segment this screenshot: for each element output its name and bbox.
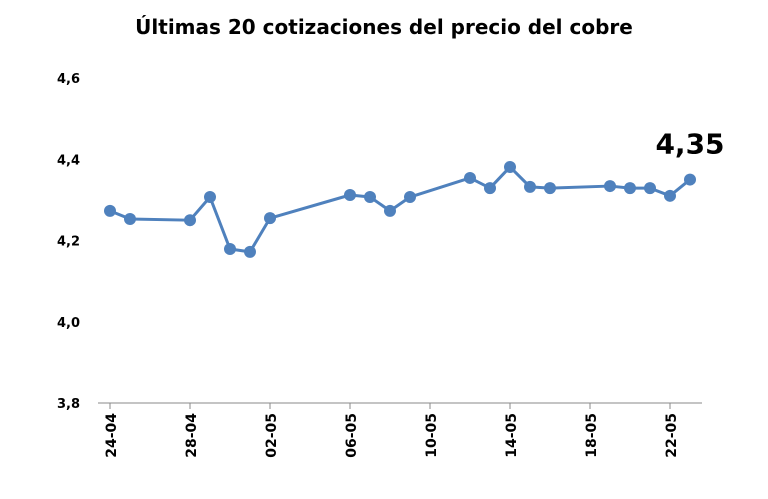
y-tick-label: 4,4 xyxy=(57,153,80,168)
x-tick-label: 02-05 xyxy=(264,413,280,458)
annotation: 4,35 xyxy=(655,128,724,161)
point xyxy=(404,191,416,204)
y-tick-label: 4,2 xyxy=(57,235,80,250)
point xyxy=(664,189,676,202)
line xyxy=(109,165,691,254)
point xyxy=(364,191,376,204)
point xyxy=(264,212,276,225)
point xyxy=(524,180,536,193)
x-tick-label: 18-05 xyxy=(584,413,600,458)
point xyxy=(604,180,616,193)
point xyxy=(504,160,516,173)
chart-title: Últimas 20 cotizaciones del precio del c… xyxy=(135,15,633,39)
x-tick-label: 10-05 xyxy=(424,413,440,458)
point xyxy=(544,182,556,195)
x-tick-label: 06-05 xyxy=(344,413,360,458)
point xyxy=(384,204,396,217)
point xyxy=(484,182,496,195)
y-tick-label: 4,0 xyxy=(57,316,80,331)
point xyxy=(224,243,236,256)
point xyxy=(344,189,356,201)
point xyxy=(104,204,116,217)
point xyxy=(644,182,656,195)
point xyxy=(624,182,636,195)
x-tick-label: 24-04 xyxy=(104,413,120,458)
point xyxy=(244,245,256,258)
point xyxy=(184,214,196,227)
x-tick-label: 28-04 xyxy=(184,413,200,458)
point xyxy=(464,171,476,184)
y-tick-label: 4,6 xyxy=(57,72,80,87)
point xyxy=(124,212,136,225)
point xyxy=(204,191,216,204)
x-tick-label: 22-05 xyxy=(664,413,680,458)
x-tick-label: 14-05 xyxy=(504,413,520,458)
point xyxy=(684,173,696,186)
y-tick-label: 3,8 xyxy=(57,397,80,412)
